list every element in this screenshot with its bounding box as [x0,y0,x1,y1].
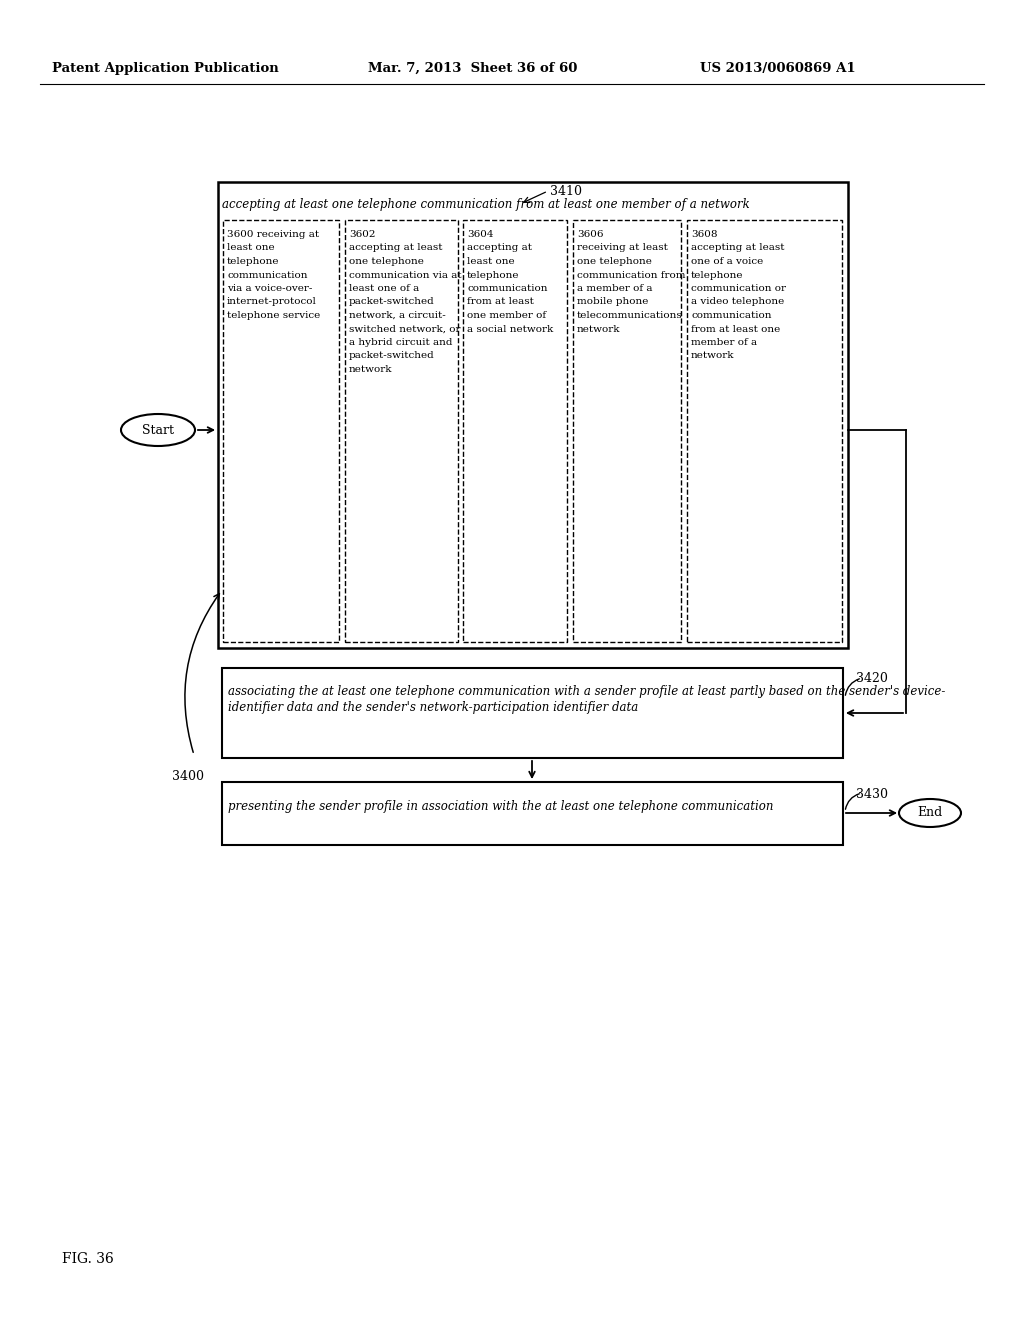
Ellipse shape [121,414,195,446]
Text: member of a: member of a [691,338,757,347]
Bar [463,220,567,642]
Text: FIG. 36: FIG. 36 [62,1251,114,1266]
Text: accepting at: accepting at [467,243,532,252]
Text: associating the at least one telephone communication with a sender profile at le: associating the at least one telephone c… [228,685,945,698]
Text: communication: communication [467,284,548,293]
Text: telephone service: telephone service [227,312,321,319]
Bar [222,668,843,758]
Bar [573,220,681,642]
Text: a video telephone: a video telephone [691,297,784,306]
Text: accepting at least: accepting at least [349,243,442,252]
Text: receiving at least: receiving at least [577,243,668,252]
Text: 3602: 3602 [349,230,376,239]
Text: communication: communication [227,271,307,280]
Text: a member of a: a member of a [577,284,652,293]
Text: Mar. 7, 2013  Sheet 36 of 60: Mar. 7, 2013 Sheet 36 of 60 [368,62,578,75]
Text: one of a voice: one of a voice [691,257,763,267]
Text: US 2013/0060869 A1: US 2013/0060869 A1 [700,62,856,75]
Text: telecommunications: telecommunications [577,312,683,319]
Text: from at least: from at least [467,297,534,306]
Text: telephone: telephone [691,271,743,280]
Text: accepting at least: accepting at least [691,243,784,252]
Bar [687,220,842,642]
Text: 3400: 3400 [172,770,204,783]
Text: least one: least one [467,257,515,267]
Text: communication or: communication or [691,284,786,293]
Text: communication from: communication from [577,271,685,280]
Text: from at least one: from at least one [691,325,780,334]
Bar [222,781,843,845]
Text: presenting the sender profile in association with the at least one telephone com: presenting the sender profile in associa… [228,800,773,813]
Text: network: network [349,366,392,374]
Text: telephone: telephone [227,257,280,267]
Text: via a voice-over-: via a voice-over- [227,284,312,293]
Text: 3420: 3420 [856,672,888,685]
Text: internet-protocol: internet-protocol [227,297,316,306]
Bar [218,182,848,648]
Text: network, a circuit-: network, a circuit- [349,312,445,319]
Text: Patent Application Publication: Patent Application Publication [52,62,279,75]
Text: 3410: 3410 [550,185,582,198]
Text: communication via at: communication via at [349,271,462,280]
Text: accepting at least one telephone communication from at least one member of a net: accepting at least one telephone communi… [222,198,750,211]
Text: communication: communication [691,312,771,319]
Text: packet-switched: packet-switched [349,351,435,360]
Text: Start: Start [142,424,174,437]
Bar [345,220,458,642]
Text: network: network [577,325,621,334]
Bar [223,220,339,642]
Text: one telephone: one telephone [349,257,424,267]
Text: 3608: 3608 [691,230,718,239]
Text: a social network: a social network [467,325,553,334]
Text: 3604: 3604 [467,230,494,239]
Text: least one of a: least one of a [349,284,419,293]
Text: 3600 receiving at: 3600 receiving at [227,230,319,239]
Ellipse shape [899,799,961,828]
Text: switched network, or: switched network, or [349,325,461,334]
Text: one member of: one member of [467,312,546,319]
Text: least one: least one [227,243,274,252]
Text: network: network [691,351,734,360]
Text: telephone: telephone [467,271,519,280]
Text: End: End [918,807,943,820]
Text: a hybrid circuit and: a hybrid circuit and [349,338,453,347]
Text: 3430: 3430 [856,788,888,801]
Text: one telephone: one telephone [577,257,652,267]
Text: packet-switched: packet-switched [349,297,435,306]
Text: mobile phone: mobile phone [577,297,648,306]
Text: 3606: 3606 [577,230,603,239]
Text: identifier data and the sender's network-participation identifier data: identifier data and the sender's network… [228,701,638,714]
